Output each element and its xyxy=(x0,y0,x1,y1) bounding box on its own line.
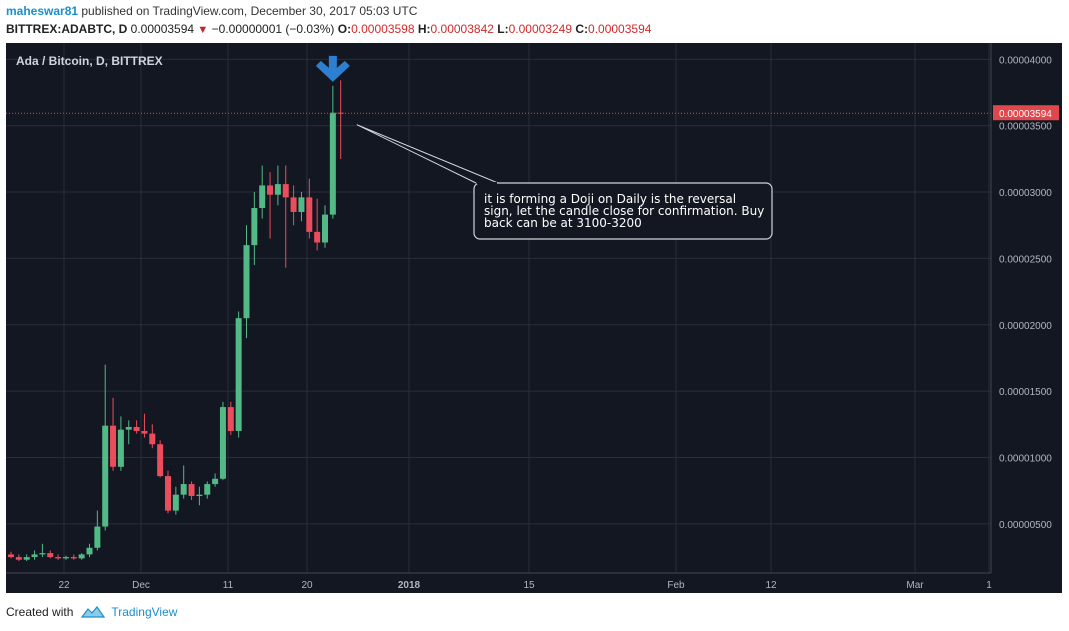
publish-text: published on TradingView.com, December 3… xyxy=(78,4,418,18)
x-axis[interactable]: 22 Dec 11 20 2018 15 Feb 12 Mar 1 xyxy=(6,572,992,591)
candle-body xyxy=(259,185,266,208)
x-tick-label: 15 xyxy=(523,580,535,591)
candle-body xyxy=(110,425,117,467)
y-axis[interactable]: 0.00000500 0.00001000 0.00001500 0.00002000… xyxy=(990,43,1059,573)
y-tick-label: 0.00003000 xyxy=(999,188,1052,199)
price-change: −0.00000001 (−0.03%) xyxy=(211,22,335,36)
tradingview-link[interactable]: TradingView xyxy=(111,605,178,619)
down-arrow-icon[interactable] xyxy=(315,55,350,82)
candle-body xyxy=(141,430,148,434)
down-triangle-icon: ▼ xyxy=(197,24,209,36)
y-tick-label: 0.00004000 xyxy=(999,55,1052,66)
low-value: 0.00003249 xyxy=(508,22,573,36)
callout-annotation[interactable] xyxy=(356,124,773,240)
candles-group xyxy=(8,80,344,562)
candle-body xyxy=(314,231,321,243)
candle-body xyxy=(212,478,219,485)
high-label: H: xyxy=(417,22,431,36)
x-tick-label: 12 xyxy=(765,580,777,591)
last-price-label-bg xyxy=(993,105,1059,121)
candle-body xyxy=(70,557,77,559)
candle-body xyxy=(8,554,14,558)
callout-pointer xyxy=(356,124,499,184)
candle-body xyxy=(243,245,250,319)
candle-body xyxy=(196,494,203,497)
candle-body xyxy=(39,553,46,555)
candle-body xyxy=(102,425,109,527)
grid-lines xyxy=(6,43,991,573)
x-tick-label: Feb xyxy=(667,580,685,591)
candle-body xyxy=(55,557,62,559)
low-label: L: xyxy=(497,22,509,36)
y-tick-label: 0.00001500 xyxy=(999,387,1052,398)
candle-body xyxy=(180,484,187,495)
y-tick-label: 0.00000500 xyxy=(999,520,1052,531)
annotation-text: it is forming a Doji on Daily is the rev… xyxy=(484,192,765,230)
candle-body xyxy=(86,547,93,555)
candle-body xyxy=(235,318,242,431)
open-label: O: xyxy=(337,22,352,36)
candle-body xyxy=(62,557,69,559)
y-tick-label: 0.00001000 xyxy=(999,454,1052,465)
candle-body xyxy=(267,185,274,195)
candle-body xyxy=(227,407,234,431)
y-tick-label: 0.00002500 xyxy=(999,254,1052,265)
candle-body xyxy=(188,484,195,497)
candle-body xyxy=(306,197,313,232)
last-price: 0.00003594 xyxy=(130,22,195,36)
close-label: C: xyxy=(575,22,589,36)
publish-info: maheswar81 published on TradingView.com,… xyxy=(6,4,417,18)
candle-body xyxy=(23,557,30,560)
x-tick-label: 22 xyxy=(58,580,70,591)
author-link[interactable]: maheswar81 xyxy=(6,4,79,18)
created-with-label: Created with xyxy=(6,605,74,619)
candle-body xyxy=(172,494,179,511)
arrow-shape xyxy=(315,55,350,82)
candle-body xyxy=(282,184,289,198)
symbol-name: BITTREX:ADABTC, D xyxy=(6,22,128,36)
candle-body xyxy=(117,429,124,467)
candle-body xyxy=(219,407,226,479)
candle-body xyxy=(290,197,297,212)
candle-body xyxy=(165,476,171,511)
x-tick-label: 20 xyxy=(301,580,313,591)
x-tick-label: 2018 xyxy=(398,580,421,591)
open-value: 0.00003598 xyxy=(351,22,415,36)
candle-body xyxy=(31,554,38,558)
last-price-label: 0.00003594 xyxy=(999,109,1052,120)
symbol-ohlc-bar: BITTREX:ADABTC, D 0.00003594 ▼ −0.000000… xyxy=(6,22,651,36)
candle-body xyxy=(157,444,164,477)
candle-body xyxy=(133,426,140,431)
candle-body xyxy=(204,484,211,495)
candle-body xyxy=(78,554,85,559)
y-tick-label: 0.00002000 xyxy=(999,321,1052,332)
x-tick-label: Dec xyxy=(132,580,150,591)
chart-title: Ada / Bitcoin, D, BITTREX xyxy=(16,54,163,68)
candle-body xyxy=(149,433,156,445)
x-tick-label: 11 xyxy=(223,580,234,591)
tradingview-logo-icon xyxy=(81,606,106,618)
candle-body xyxy=(251,207,258,246)
callout-box xyxy=(473,182,773,240)
x-tick-label: Mar xyxy=(906,580,924,591)
y-tick-label: 0.00003500 xyxy=(999,122,1052,133)
candle-body xyxy=(125,426,132,430)
high-value: 0.00003842 xyxy=(430,22,494,36)
x-tick-label: 1 xyxy=(986,580,992,591)
close-value: 0.00003594 xyxy=(588,22,652,36)
candle-body xyxy=(47,553,54,558)
candle-body xyxy=(322,214,328,243)
candle-body xyxy=(337,112,344,114)
candle-body xyxy=(329,112,336,215)
candle-body xyxy=(274,184,281,195)
chart-background xyxy=(6,43,1062,593)
candle-body xyxy=(298,197,305,212)
candlestick-chart[interactable]: 0.00000500 0.00001000 0.00001500 0.00002000… xyxy=(6,43,1062,593)
footer: Created with TradingView xyxy=(6,605,177,619)
chart-container[interactable]: 0.00000500 0.00001000 0.00001500 0.00002000… xyxy=(6,43,1062,593)
candle-body xyxy=(15,557,22,560)
candle-body xyxy=(94,526,101,548)
